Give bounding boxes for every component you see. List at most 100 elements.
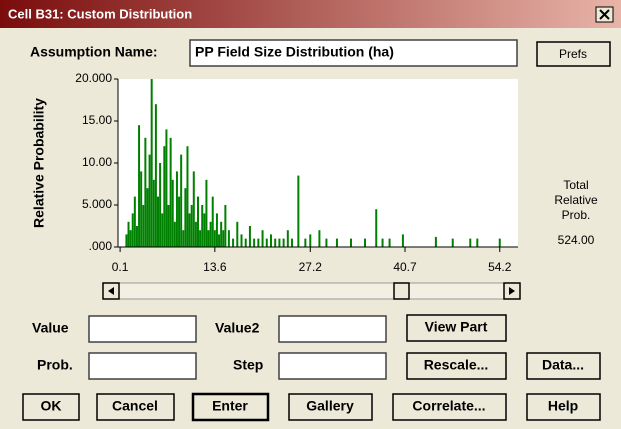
bar: [309, 234, 312, 247]
bar: [167, 205, 170, 247]
bar: [188, 213, 191, 247]
bar: [286, 230, 289, 247]
bar: [175, 171, 178, 247]
y-tick-label: 20.000: [75, 71, 112, 85]
bar: [144, 137, 147, 247]
bar: [222, 230, 225, 247]
bar: [131, 213, 134, 247]
x-tick-label: 27.2: [299, 260, 323, 274]
bar: [173, 221, 176, 247]
bar: [199, 230, 202, 247]
cancel-label: Cancel: [112, 398, 158, 414]
bar: [140, 171, 143, 247]
bar: [182, 230, 185, 247]
x-tick-label: 0.1: [112, 260, 129, 274]
value-label: Value: [32, 320, 69, 336]
assumption-input[interactable]: [189, 39, 518, 67]
bar: [282, 238, 285, 247]
bar: [227, 230, 230, 247]
plot-area: [118, 79, 518, 247]
bar: [186, 146, 189, 247]
total-value: 524.00: [558, 233, 595, 247]
bar: [349, 238, 352, 247]
y-tick-label: 5.000: [82, 197, 112, 211]
correlate-button[interactable]: [392, 393, 507, 421]
bar: [269, 234, 272, 247]
correlate-label: Correlate...: [412, 398, 485, 414]
close-button[interactable]: [595, 6, 614, 23]
scrollbar[interactable]: [102, 282, 521, 300]
bar: [159, 163, 162, 247]
view-part-label: View Part: [425, 319, 488, 335]
bar: [154, 104, 157, 247]
bar: [207, 230, 210, 247]
cancel-button[interactable]: [96, 393, 175, 421]
bar: [194, 221, 197, 247]
value2-input[interactable]: [278, 315, 387, 343]
rescale-button[interactable]: [406, 352, 507, 380]
bar: [209, 221, 212, 247]
enter-button[interactable]: [191, 392, 270, 422]
bar: [318, 230, 321, 247]
bar: [180, 154, 183, 247]
step-label: Step: [233, 357, 263, 373]
step-input[interactable]: [278, 352, 387, 380]
value2-label: Value2: [215, 320, 260, 336]
bar: [178, 196, 181, 247]
bar: [304, 238, 307, 247]
bar: [135, 226, 138, 247]
prob-input[interactable]: [88, 352, 197, 380]
bar: [138, 125, 141, 247]
bar: [220, 221, 223, 247]
bar: [192, 171, 195, 247]
bar: [257, 238, 260, 247]
bar: [142, 205, 145, 247]
prefs-button[interactable]: [536, 41, 611, 67]
total-label: Total: [563, 178, 588, 192]
assumption-value: PP Field Size Distribution (ha): [195, 44, 394, 60]
bar: [325, 238, 328, 247]
bar: [171, 179, 174, 247]
value-input[interactable]: [88, 315, 197, 343]
ok-label: OK: [41, 398, 62, 414]
x-tick-label: 40.7: [393, 260, 417, 274]
bar: [150, 79, 153, 247]
bar: [244, 238, 247, 247]
x-tick-label: 13.6: [203, 260, 227, 274]
bar: [127, 221, 130, 247]
gallery-button[interactable]: [288, 393, 373, 421]
bar: [224, 205, 227, 247]
bar: [205, 179, 208, 247]
bar: [165, 129, 168, 247]
bar: [388, 238, 391, 247]
bar: [169, 137, 172, 247]
bar: [265, 238, 268, 247]
y-tick-label: .000: [89, 239, 113, 253]
bar: [451, 238, 454, 247]
help-label: Help: [548, 398, 578, 414]
bar: [375, 209, 378, 247]
bar: [261, 230, 264, 247]
help-button[interactable]: [526, 393, 601, 421]
rescale-label: Rescale...: [424, 357, 489, 373]
prefs-label: Prefs: [559, 47, 587, 61]
data-button[interactable]: [526, 352, 601, 380]
x-tick-label: 54.2: [488, 260, 512, 274]
bar: [197, 196, 199, 247]
bar: [190, 205, 193, 247]
gallery-label: Gallery: [306, 398, 354, 414]
view-part-button[interactable]: [406, 314, 507, 342]
bar: [129, 230, 132, 247]
bar: [335, 238, 338, 247]
y-tick-label: 15.00: [82, 113, 112, 127]
bar: [278, 238, 281, 247]
bar: [274, 238, 277, 247]
bar: [211, 196, 214, 247]
ok-button[interactable]: [22, 393, 80, 421]
bar: [203, 213, 206, 247]
bar: [364, 238, 367, 247]
bar: [476, 238, 479, 247]
bar: [148, 154, 151, 247]
total-label: Relative: [554, 193, 598, 207]
